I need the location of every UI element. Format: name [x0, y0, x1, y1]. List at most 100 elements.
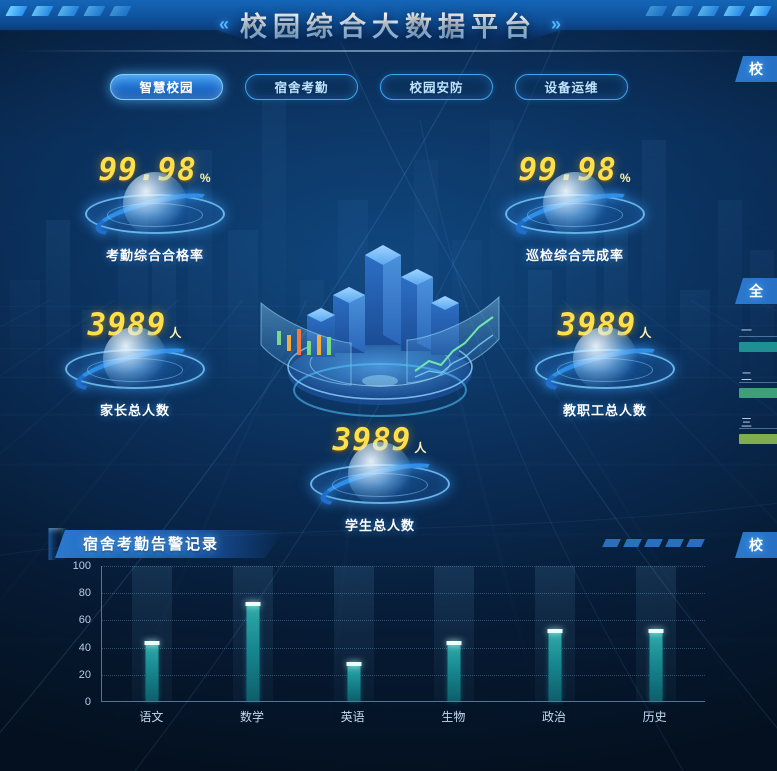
rank-divider [739, 336, 777, 337]
rank-divider [739, 428, 777, 429]
kpi-inspection-completion-rate: 99.98% 巡检综合完成率 [480, 155, 670, 264]
kpi-value: 99.98% [60, 155, 250, 186]
chart-bar-column[interactable] [303, 566, 404, 701]
chart-bar[interactable] [547, 629, 563, 701]
rank-row[interactable]: 一 [735, 318, 777, 364]
header-glow-line [0, 50, 777, 52]
tab-2[interactable]: 宿舍考勤 [245, 74, 358, 100]
chevron-right-icon: » [551, 13, 561, 34]
kpi-orb [103, 327, 167, 391]
chart-x-label: 生物 [441, 710, 466, 724]
chart-y-tick: 0 [84, 696, 91, 708]
chart-x-axis: 语文 数学 英语 生物 政治 历史 [101, 708, 705, 728]
page-title: 校园综合大数据平台 [240, 5, 537, 44]
chart-y-tick: 100 [72, 560, 91, 572]
chart-gridline [102, 593, 705, 595]
chart-x-label: 历史 [642, 710, 667, 724]
panel-title: 宿舍考勤告警记录 [83, 536, 220, 553]
chart-y-tick: 20 [78, 668, 91, 681]
kpi-unit: % [199, 171, 212, 185]
rank-bar [739, 434, 777, 444]
kpi-disc-graphic [65, 327, 205, 400]
chart-bar-column[interactable] [203, 566, 304, 701]
right-panel-middle[interactable]: 全 一二三 [735, 278, 777, 478]
kpi-orb [573, 327, 637, 391]
kpi-label: 巡检综合完成率 [525, 248, 624, 263]
kpi-attendance-pass-rate: 99.98% 考勤综合合格率 [60, 155, 250, 264]
right-panel-top-title: 校 [749, 61, 763, 77]
tab-3[interactable]: 校园安防 [380, 74, 493, 100]
chart-bar-column[interactable] [505, 566, 606, 701]
app-header: « 校园综合大数据平台 » [0, 0, 777, 52]
kpi-disc-graphic [535, 327, 675, 400]
rank-label: 一 [741, 325, 752, 337]
chevron-left-icon: « [218, 13, 229, 34]
kpi-disc-graphic [505, 172, 645, 245]
chart-y-axis: 0 20 40 60 80 100 [55, 560, 97, 708]
chart-plot-area [101, 566, 705, 702]
tab-label: 宿舍考勤 [274, 81, 329, 95]
chart-bar-column[interactable] [605, 566, 706, 701]
right-panel-top-header: 校 [735, 56, 777, 82]
kpi-label: 学生总人数 [344, 518, 415, 533]
kpi-unit: 人 [639, 326, 653, 340]
tab-1[interactable]: 智慧校园 [110, 74, 223, 100]
kpi-label: 考勤综合合格率 [105, 248, 204, 263]
rank-row[interactable]: 二 [735, 364, 777, 410]
chart-gridline [102, 647, 705, 649]
rank-label: 二 [741, 371, 752, 383]
chart-bar[interactable] [648, 629, 664, 701]
chart-y-tick: 40 [78, 641, 91, 654]
panel-header: 宿舍考勤告警记录 [48, 528, 715, 560]
tab-label: 智慧校园 [139, 81, 194, 95]
kpi-orb [348, 442, 412, 506]
attendance-alarm-bar-chart: 0 20 40 60 80 100 语文 数学 英语 生物 政治 历史 [55, 560, 715, 736]
chart-x-label: 英语 [340, 710, 365, 724]
chart-x-label: 语文 [139, 710, 164, 724]
chart-x-label: 政治 [541, 710, 567, 724]
kpi-orb [543, 172, 607, 236]
nav-tabs: 智慧校园 宿舍考勤 校园安防 设备运维 [0, 74, 700, 100]
kpi-disc-graphic [85, 172, 225, 245]
chart-x-label: 数学 [239, 710, 265, 724]
kpi-disc-graphic [310, 442, 450, 515]
rank-row[interactable]: 三 [735, 410, 777, 456]
right-panel-bottom-title: 校 [749, 537, 763, 553]
rank-bar [739, 342, 777, 352]
rank-bar [739, 388, 777, 398]
panel-header-dash-decoration [602, 539, 705, 547]
kpi-parent-total: 3989 人家长总人数 [40, 310, 230, 419]
chart-gridline [102, 620, 705, 622]
chart-gridline [102, 566, 705, 567]
kpi-orb [123, 172, 187, 236]
chart-gridline [102, 674, 705, 676]
chart-bar[interactable] [446, 641, 462, 701]
chart-bar[interactable] [245, 601, 261, 701]
panel-body: 0 20 40 60 80 100 语文 数学 英语 生物 政治 历史 [55, 560, 715, 740]
chart-y-tick: 60 [78, 614, 91, 627]
rank-label: 三 [741, 417, 752, 429]
right-panel-bottom-header: 校 [735, 532, 777, 558]
chart-bar-column[interactable] [102, 566, 203, 701]
kpi-unit: % [619, 171, 632, 185]
tab-4[interactable]: 设备运维 [515, 74, 628, 100]
right-panel-bottom[interactable]: 校 [735, 532, 777, 558]
kpi-unit: 人 [414, 441, 428, 455]
chart-bar[interactable] [346, 661, 362, 701]
right-panel-middle-header: 全 [735, 278, 777, 304]
kpi-label: 教职工总人数 [562, 403, 647, 418]
tab-label: 校园安防 [409, 81, 464, 95]
right-panel-rank-list: 一二三 [735, 318, 777, 456]
alarm-record-panel: 宿舍考勤告警记录 0 20 40 60 80 100 语文 数学 英语 生物 政治 历史 [48, 528, 715, 743]
kpi-staff-total: 3989 人教职工总人数 [510, 310, 700, 419]
chart-bar[interactable] [144, 641, 160, 701]
chart-y-tick: 80 [78, 587, 91, 600]
central-3d-visual [255, 185, 505, 425]
rank-divider [739, 382, 777, 383]
right-panel-top[interactable]: 校 [735, 56, 777, 82]
kpi-label: 家长总人数 [99, 403, 170, 418]
chart-bar-column[interactable] [404, 566, 505, 701]
tab-label: 设备运维 [544, 81, 599, 95]
kpi-unit: 人 [169, 326, 183, 340]
